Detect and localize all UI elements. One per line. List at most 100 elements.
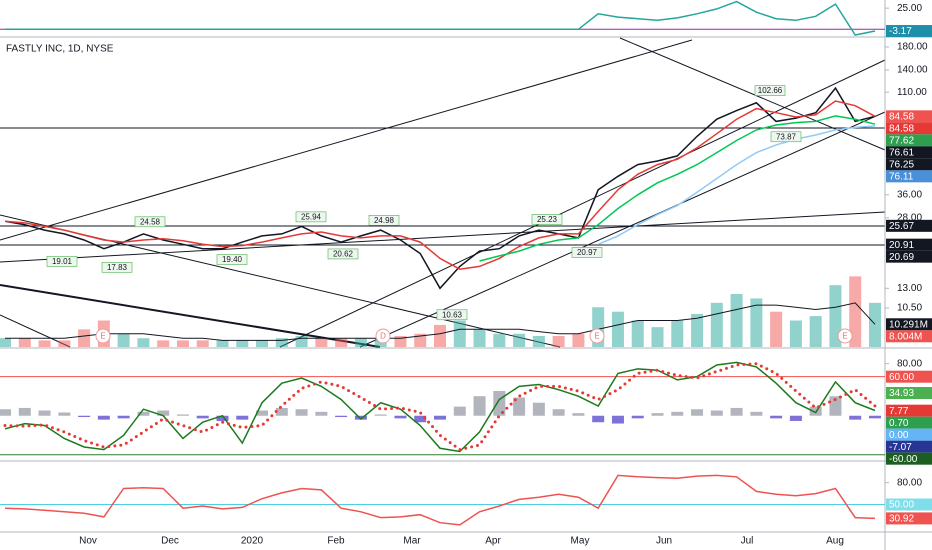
volume-bar [513, 333, 526, 347]
series-line [4, 86, 876, 290]
series-line [3, 362, 877, 452]
histogram-bar [315, 411, 328, 416]
price-badge [886, 370, 932, 383]
volume-bar [809, 316, 822, 347]
volume-bar [18, 338, 31, 347]
price-badge-label: -3.17 [889, 26, 912, 37]
price-note-box [134, 216, 166, 228]
price-badge [886, 122, 932, 135]
price-badge-label: 10.291M [889, 319, 928, 330]
histogram-bar [789, 415, 802, 421]
histogram-bar [631, 415, 644, 419]
x-tick-label: Jul [741, 536, 754, 547]
y-tick-label: 36.00 [897, 189, 922, 200]
volume-bar [216, 340, 229, 347]
price-note-box [327, 248, 359, 260]
price-badge-label: 60.00 [889, 372, 914, 383]
price-badge [886, 238, 932, 251]
price-badge [886, 25, 932, 38]
price-badge [886, 512, 932, 525]
price-badge [886, 318, 932, 331]
histogram-bar [394, 415, 407, 419]
volume-bar [631, 320, 644, 347]
histogram-bar [849, 415, 862, 420]
price-badge-label: -7.07 [889, 442, 912, 453]
volume-bar [770, 311, 783, 347]
volume-bar [394, 335, 407, 347]
y-tick-label: 140.00 [897, 65, 928, 76]
histogram-bar [157, 410, 170, 416]
price-badge [886, 498, 932, 511]
x-tick-label: Dec [161, 536, 179, 547]
event-label: E [594, 332, 599, 341]
trend-line [0, 39, 693, 241]
histogram-bar [532, 402, 545, 416]
series-line [4, 474, 876, 526]
volume-ma [5, 302, 876, 341]
volume-bar [453, 320, 466, 347]
price-badge [886, 330, 932, 343]
volume-bar [572, 333, 585, 347]
price-badge [886, 219, 932, 232]
volume-bar [256, 340, 269, 347]
price-badge-label: 0.00 [889, 430, 909, 441]
volume-bar [710, 302, 723, 347]
volume-bar [176, 340, 189, 347]
y-tick-label: 110.00 [897, 87, 927, 98]
volume-bar [0, 338, 11, 347]
series-line [597, 125, 876, 245]
histogram-bar [137, 411, 150, 416]
histogram-bar [414, 415, 427, 423]
series-line [5, 0, 876, 36]
price-badge-label: 20.91 [889, 240, 914, 251]
volume-bar [651, 327, 664, 347]
x-tick-label: Apr [485, 536, 501, 547]
volume-bar [829, 285, 842, 347]
volume-bar [789, 320, 802, 347]
histogram-bar [434, 415, 446, 420]
x-tick-label: Mar [403, 536, 421, 547]
series-line [4, 361, 876, 453]
event-label: E [842, 332, 847, 341]
price-badge [886, 452, 932, 465]
price-badge-label: 76.25 [889, 159, 914, 170]
volume-bar [414, 333, 427, 347]
price-badge-label: -60.00 [889, 454, 918, 465]
x-tick-label: Nov [79, 536, 97, 547]
price-note: 17.83 [107, 263, 128, 272]
price-note-box [531, 214, 563, 225]
event-marker [375, 328, 391, 344]
volume-bar [117, 333, 130, 347]
volume-bar [157, 340, 170, 347]
volume-bar [137, 338, 150, 347]
histogram-bar [354, 415, 367, 420]
price-note-box [295, 211, 327, 223]
histogram-bar [275, 407, 288, 416]
volume-bar [196, 340, 209, 347]
price-note-box [46, 256, 78, 267]
volume-bar [691, 313, 704, 347]
histogram-bar [453, 406, 466, 416]
histogram-bar [513, 397, 526, 416]
price-note-box [770, 131, 802, 143]
x-tick-label: Jun [656, 536, 672, 547]
histogram-bar [335, 415, 348, 418]
price-note: 73.87 [776, 132, 797, 141]
y-tick-label: 10.50 [897, 303, 922, 314]
price-note: 10.63 [442, 310, 463, 319]
histogram-bar [730, 407, 743, 416]
price-badge [886, 387, 932, 400]
price-badge [886, 428, 932, 441]
volume-bar [315, 338, 328, 347]
y-tick-label: 25.00 [897, 3, 922, 14]
price-badge [886, 110, 932, 123]
x-tick-label: May [571, 536, 590, 547]
price-badge [886, 146, 932, 159]
trend-line [0, 211, 886, 263]
price-badge-label: 25.67 [889, 221, 914, 232]
volume-bar [532, 335, 545, 347]
volume-bar [849, 276, 862, 347]
histogram-bar [750, 411, 763, 416]
volume-bar [730, 294, 743, 347]
